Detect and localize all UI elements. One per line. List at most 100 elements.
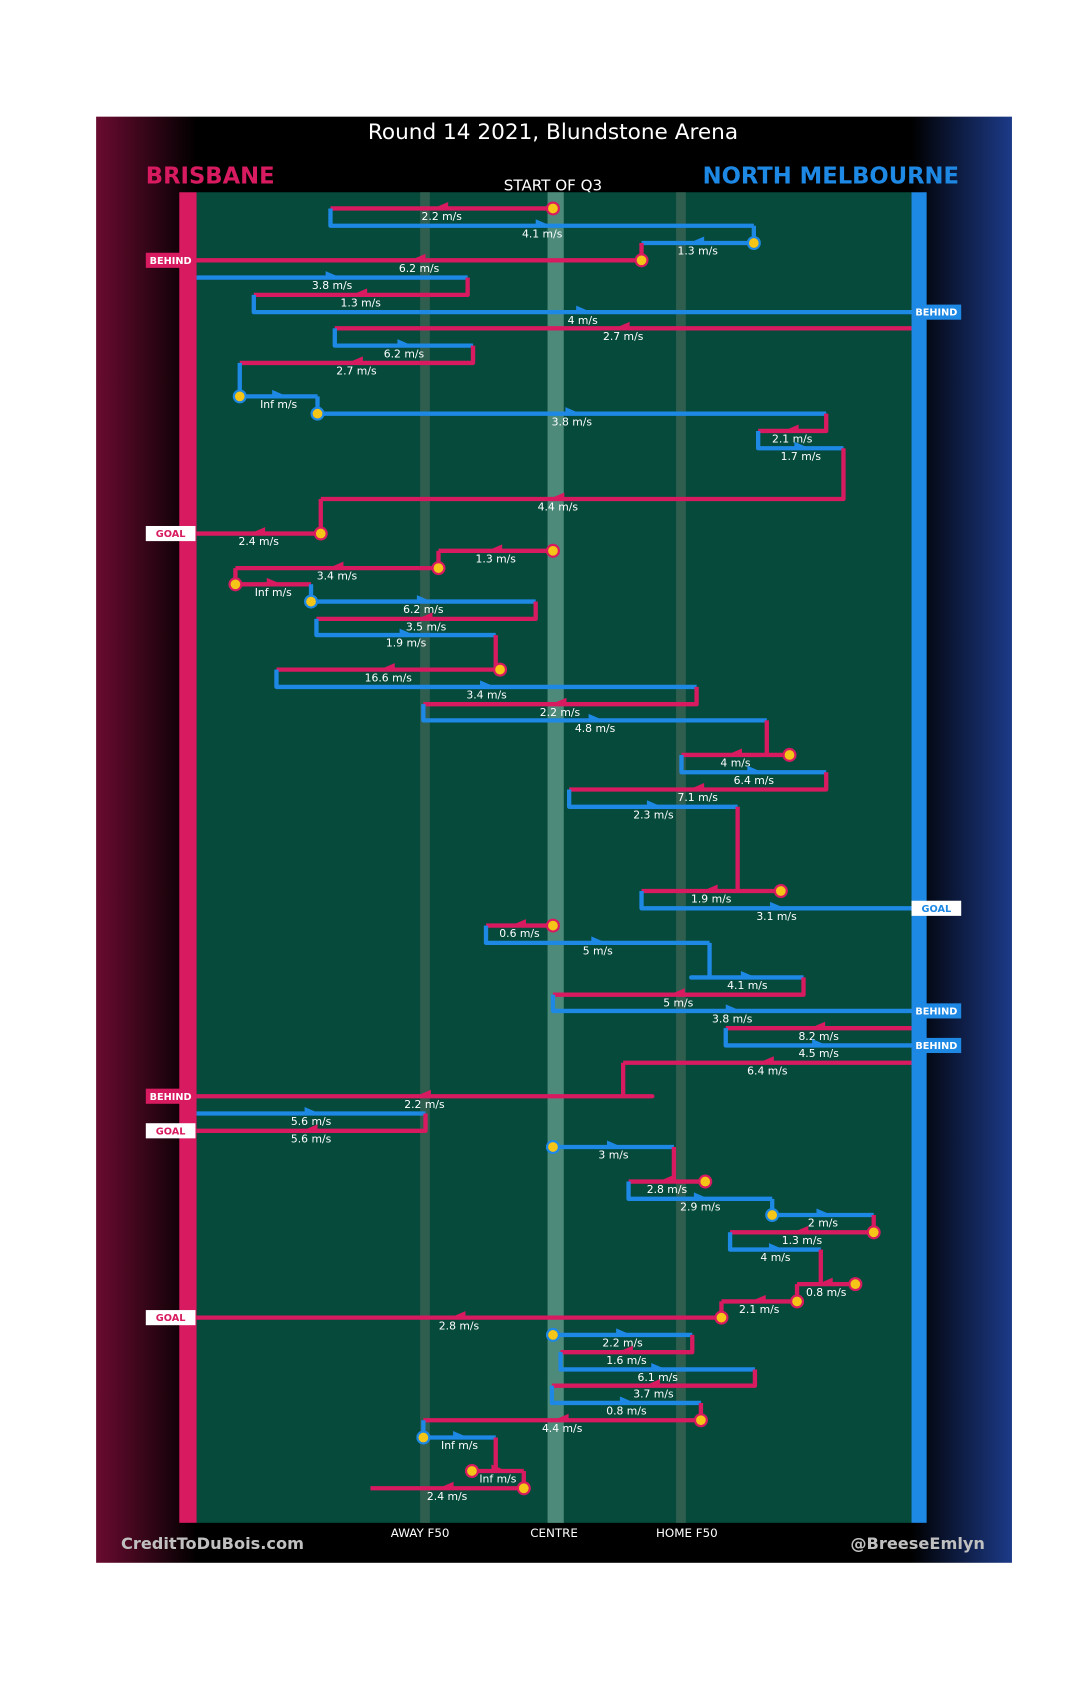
- speed-label: 2.2 m/s: [422, 210, 463, 223]
- outcome-label: BEHIND: [915, 308, 957, 319]
- period: START OF Q3: [504, 176, 602, 194]
- turnover-point: [698, 1174, 713, 1189]
- speed-label: 0.8 m/s: [806, 1286, 847, 1299]
- speed-label: 2.4 m/s: [238, 535, 279, 548]
- possession-leg: [758, 413, 829, 434]
- speed-label: 1.3 m/s: [341, 297, 382, 310]
- direction-arrow: [783, 424, 799, 431]
- centre-line: [547, 192, 564, 1523]
- outcome-label: BEHIND: [150, 1092, 192, 1103]
- possession-leg: [314, 618, 496, 638]
- possession-leg: [756, 430, 844, 451]
- turnover-point: [545, 1327, 560, 1342]
- possession-leg: [723, 1028, 912, 1048]
- possession-leg: [679, 754, 827, 775]
- turnover-point: [431, 561, 446, 576]
- speed-label: 3.5 m/s: [406, 621, 447, 634]
- speed-label: 2.4 m/s: [427, 1490, 468, 1503]
- speed-label: 3.8 m/s: [712, 1013, 753, 1026]
- possession-leg: [316, 601, 538, 622]
- possession-leg: [639, 891, 912, 911]
- turnover-point: [634, 253, 649, 268]
- credit: CreditToDuBois.com: [121, 1534, 304, 1553]
- direction-arrow: [576, 305, 592, 313]
- direction-arrow: [510, 919, 526, 926]
- north-goal-bar: [911, 192, 927, 1523]
- speed-label: 2.2 m/s: [602, 1337, 643, 1350]
- speed-label: 2 m/s: [808, 1217, 838, 1230]
- speed-label: 5.6 m/s: [291, 1115, 332, 1128]
- turnover-point: [464, 1463, 479, 1479]
- speed-label: 3.4 m/s: [466, 689, 507, 702]
- direction-arrow: [415, 1089, 431, 1097]
- outcome-badge: [911, 304, 962, 320]
- speed-label: 0.6 m/s: [499, 927, 540, 940]
- direction-arrow: [644, 1379, 660, 1386]
- turnover-point: [746, 236, 761, 251]
- possession-leg: [328, 208, 754, 228]
- direction-arrow: [328, 561, 344, 569]
- speed-label: 8.2 m/s: [798, 1030, 839, 1043]
- team-home: BRISBANE: [146, 164, 275, 190]
- possession-leg: [552, 977, 806, 997]
- possession-leg: [560, 1334, 695, 1355]
- outcome-label: GOAL: [156, 1126, 186, 1137]
- direction-arrow: [266, 577, 282, 585]
- direction-arrow: [416, 595, 432, 602]
- speed-label: Inf m/s: [441, 1439, 478, 1452]
- outcome-badge: [911, 1037, 962, 1054]
- speed-label: 2.1 m/s: [772, 433, 813, 446]
- possession-leg: [727, 1232, 821, 1252]
- speed-label: 1.6 m/s: [606, 1354, 647, 1367]
- speed-label: 1.7 m/s: [781, 450, 822, 463]
- speed-label: 2.1 m/s: [739, 1303, 780, 1316]
- brisbane-goal-bar: [179, 192, 197, 1523]
- field-label: HOME F50: [656, 1526, 718, 1540]
- possession-leg: [558, 1352, 755, 1372]
- possession-leg: [567, 789, 738, 809]
- turnover-point: [765, 1208, 780, 1223]
- outcome-label: BEHIND: [915, 1006, 957, 1017]
- turnover-point: [516, 1481, 531, 1496]
- turnover-point: [545, 1139, 560, 1155]
- direction-arrow: [433, 201, 449, 209]
- possession-leg: [549, 1385, 701, 1406]
- direction-arrow: [591, 936, 607, 943]
- speed-label: 4.5 m/s: [798, 1047, 839, 1060]
- speed-label: Inf m/s: [479, 1473, 516, 1486]
- possession-leg: [274, 669, 697, 690]
- speed-label: 16.6 m/s: [365, 671, 413, 684]
- possession-leg: [251, 294, 912, 315]
- field-label: AWAY F50: [391, 1526, 450, 1540]
- speed-label: 1.3 m/s: [677, 245, 718, 258]
- speed-label: 2.9 m/s: [680, 1200, 721, 1213]
- speed-label: 2.7 m/s: [603, 330, 644, 343]
- direction-arrow: [726, 748, 742, 755]
- direction-arrow: [614, 321, 630, 329]
- direction-arrow: [793, 1225, 809, 1233]
- turnover-point: [228, 577, 243, 592]
- possession-leg: [239, 345, 476, 366]
- team-away: NORTH MELBOURNE: [703, 164, 959, 190]
- field-label: CENTRE: [530, 1526, 578, 1540]
- speed-label: 2.7 m/s: [336, 365, 377, 378]
- speed-label: 5.6 m/s: [291, 1132, 332, 1145]
- turnover-point: [232, 389, 247, 404]
- turnover-point: [790, 1294, 805, 1309]
- possession-leg: [196, 1113, 428, 1133]
- turnover-point: [545, 918, 560, 933]
- turnover-point: [866, 1225, 881, 1240]
- speed-label: 2.3 m/s: [633, 808, 674, 821]
- direction-arrow: [347, 356, 363, 363]
- direction-arrow: [588, 713, 604, 721]
- speed-label: 6.2 m/s: [403, 603, 444, 616]
- possession-leg: [421, 704, 767, 723]
- speed-label: 6.2 m/s: [384, 347, 425, 360]
- direction-arrow: [379, 663, 395, 670]
- turnover-point: [416, 1430, 431, 1445]
- direction-arrow: [487, 544, 503, 551]
- possession-leg: [253, 277, 470, 298]
- possession-leg: [569, 772, 829, 792]
- direction-arrow: [491, 1464, 507, 1471]
- direction-arrow: [617, 1345, 633, 1353]
